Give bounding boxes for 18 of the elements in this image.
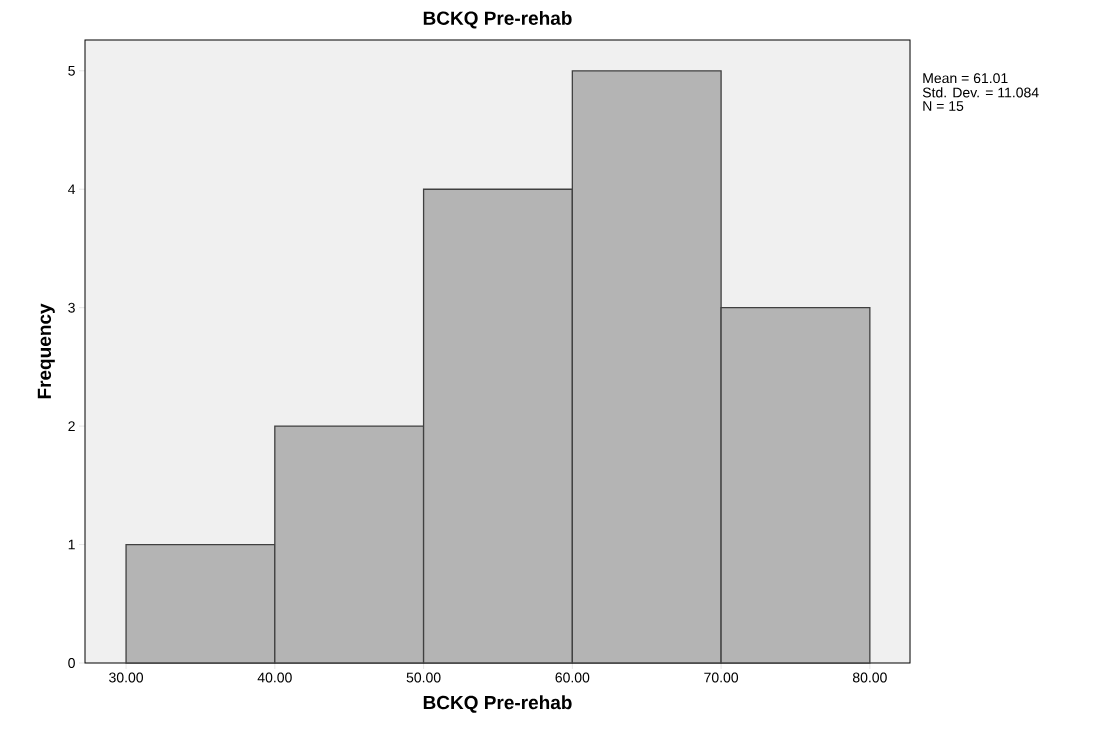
y-axis-title: Frequency	[37, 303, 55, 399]
y-tick-label: 5	[68, 65, 75, 76]
y-tick-label: 2	[68, 421, 75, 431]
x-tick-label: 30.00	[109, 672, 144, 683]
x-axis-title: BCKQ Pre-rehab	[423, 695, 572, 713]
x-tick-label: 80.00	[852, 672, 887, 683]
x-tick-label: 50.00	[406, 672, 441, 683]
x-tick-label: 60.00	[555, 672, 590, 683]
y-tick-label: 4	[68, 184, 76, 195]
chart-title: BCKQ Pre-rehab	[423, 10, 572, 29]
text: Std. Dev. = 11.084	[922, 87, 1039, 98]
text: Mean = 61.01	[923, 73, 1008, 84]
x-tick-label: 40.00	[257, 672, 292, 683]
y-tick-label: 3	[68, 302, 75, 313]
y-tick-label: 1	[68, 539, 75, 550]
x-tick-label: 70.00	[704, 672, 739, 683]
y-tick-label: 0	[68, 658, 75, 668]
text: N = 15	[923, 101, 964, 111]
